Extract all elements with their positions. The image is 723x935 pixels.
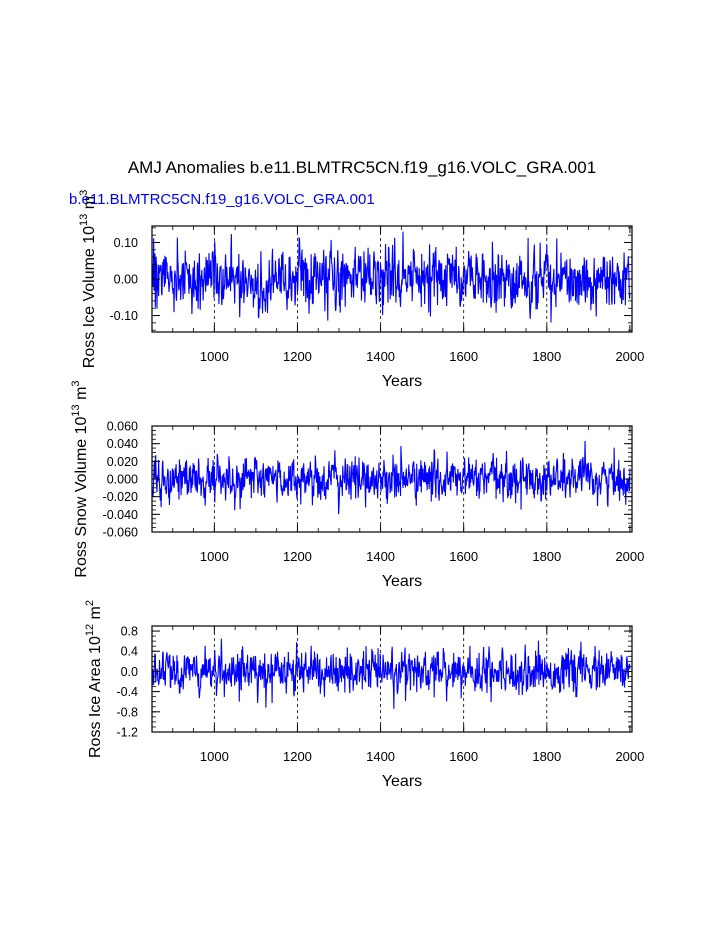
panel-ice-area: 1000 1200 1400 1600 1800 2000 -1.2 -0.8 -0.4 0.0 0…	[84, 600, 644, 790]
y-axis-label: Ross Ice Area 1012 m2	[84, 600, 104, 758]
x-tick-label: 1200	[283, 749, 312, 764]
x-tick-label: 1000	[200, 749, 229, 764]
y-tick-label: 0.0	[121, 665, 138, 679]
y-tick-label: -0.4	[116, 685, 138, 699]
x-tick-label: 1800	[532, 349, 561, 364]
x-tick-label: 1800	[532, 549, 561, 564]
y-axis-label-main: Ross Ice Area 10	[87, 636, 104, 758]
data-series-line	[151, 638, 631, 709]
y-axis-label-exp2: 3	[70, 380, 82, 386]
data-series-line	[151, 440, 631, 515]
y-axis-label-exp1: 13	[70, 404, 82, 416]
y-tick-label: 0.00	[114, 273, 138, 287]
y-axis-label-unit: m	[73, 387, 90, 405]
y-tick-label: -0.10	[110, 309, 139, 323]
panel-ice-volume: 1000 1200 1400 1600 1800 2000 -0.10 0.00 0.10 Yea…	[78, 190, 644, 390]
x-tick-label: 2000	[615, 749, 644, 764]
x-tick-label: 2000	[615, 349, 644, 364]
y-tick-label: 0.040	[107, 437, 138, 451]
y-axis-label-unit: m	[87, 606, 104, 624]
y-tick-label: 0.020	[107, 455, 138, 469]
y-axis-label-main: Ross Snow Volume 10	[73, 416, 90, 577]
x-tick-label: 1400	[366, 349, 395, 364]
y-axis-label-exp1: 13	[78, 214, 90, 226]
plot-frame	[151, 625, 633, 733]
x-tick-label: 2000	[615, 549, 644, 564]
y-tick-label: -0.020	[103, 490, 138, 504]
y-axis-label: Ross Ice Volume 1013 m3	[78, 190, 98, 368]
y-axis-label-exp1: 12	[84, 624, 96, 636]
x-axis-label: Years	[382, 373, 422, 390]
y-axis-label: Ross Snow Volume 1013 m3	[70, 380, 90, 577]
y-axis-label-unit: m	[81, 196, 98, 214]
x-axis-label: Years	[382, 573, 422, 590]
panel-snow-volume: 1000 1200 1400 1600 1800 2000 -0.060 -0.040 -0.0…	[70, 380, 644, 590]
x-axis-label: Years	[382, 773, 422, 790]
y-tick-label: 0.4	[121, 645, 138, 659]
y-tick-label: 0.8	[121, 625, 138, 639]
x-tick-label: 1600	[449, 749, 478, 764]
figure-subtitle: b.e11.BLMTRC5CN.f19_g16.VOLC_GRA.001	[69, 191, 375, 208]
x-tick-label: 1800	[532, 749, 561, 764]
y-tick-label: -1.2	[116, 726, 138, 740]
x-tick-label: 1600	[449, 549, 478, 564]
y-axis-label-exp2: 3	[78, 190, 90, 196]
x-tick-label: 1400	[366, 749, 395, 764]
y-tick-label: 0.10	[114, 236, 138, 250]
x-tick-label: 1200	[283, 549, 312, 564]
y-tick-label: -0.060	[103, 526, 138, 540]
y-tick-label: -0.8	[116, 705, 138, 719]
x-tick-label: 1200	[283, 349, 312, 364]
x-tick-label: 1600	[449, 349, 478, 364]
y-axis-label-main: Ross Ice Volume 10	[81, 226, 98, 368]
x-tick-label: 1400	[366, 549, 395, 564]
x-tick-label: 1000	[200, 349, 229, 364]
y-axis-label-exp2: 2	[84, 600, 96, 606]
figure-title: AMJ Anomalies b.e11.BLMTRC5CN.f19_g16.VO…	[128, 158, 596, 177]
data-series-line	[151, 231, 631, 323]
y-tick-label: 0.060	[107, 420, 138, 434]
x-tick-label: 1000	[200, 549, 229, 564]
y-tick-label: -0.040	[103, 508, 138, 522]
y-tick-label: 0.000	[107, 473, 138, 487]
